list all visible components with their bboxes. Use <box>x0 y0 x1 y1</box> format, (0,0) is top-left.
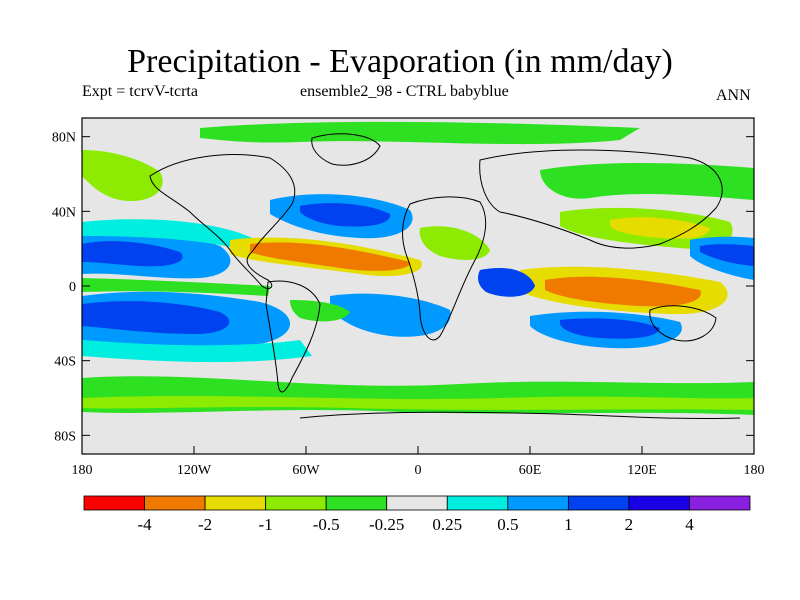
longitude-axis: 180 120W 60W 0 60E 120E 180 <box>72 446 765 478</box>
colorbar-swatch <box>83 495 145 511</box>
colorbar: -4 -2 -1 -0.5 -0.25 0.25 0.5 1 2 4 <box>83 495 751 534</box>
colorbar-swatch <box>325 495 388 511</box>
lon-tick-label: 120E <box>627 463 657 478</box>
lat-tick-label: 80S <box>54 429 76 444</box>
chart-title: Precipitation - Evaporation (in mm/day) <box>127 43 673 80</box>
lat-tick-label: 80N <box>52 131 76 146</box>
lon-tick-label: 60W <box>292 463 320 478</box>
coast-south-america <box>265 280 321 393</box>
latitude-axis: 80N 40N 0 40S 80S <box>52 131 754 444</box>
colorbar-label: 0.5 <box>497 515 518 534</box>
coast-greenland <box>311 133 381 166</box>
map-plot-area <box>82 118 754 454</box>
experiment-label: Expt = tcrvV-tcrta <box>82 83 198 100</box>
colorbar-label: -4 <box>137 515 152 534</box>
colorbar-swatch <box>204 495 267 511</box>
lon-tick-label: 120W <box>177 463 212 478</box>
lon-tick-label: 60E <box>519 463 542 478</box>
colorbar-label: 1 <box>564 515 573 534</box>
season-label: ANN <box>716 87 751 104</box>
colorbar-label: -1 <box>259 515 273 534</box>
colorbar-swatch <box>507 495 569 511</box>
colorbar-swatch <box>446 495 509 511</box>
lon-tick-label: 180 <box>72 463 93 478</box>
coast-australia <box>649 305 717 342</box>
colorbar-label: -0.5 <box>313 515 340 534</box>
colorbar-label: 4 <box>685 515 694 534</box>
coast-eurasia <box>479 149 723 249</box>
colorbar-swatch <box>628 495 690 511</box>
coast-africa <box>402 196 487 341</box>
colorbar-swatch <box>386 495 448 511</box>
lat-tick-label: 40N <box>52 205 76 220</box>
colorbar-swatch <box>144 495 206 511</box>
lat-tick-label: 40S <box>54 355 76 370</box>
field-contours <box>82 121 754 415</box>
colorbar-label: -2 <box>198 515 212 534</box>
colorbar-label: -0.25 <box>369 515 404 534</box>
lon-tick-label: 180 <box>744 463 765 478</box>
coast-antarctica <box>299 411 741 420</box>
colorbar-label: 2 <box>625 515 634 534</box>
colorbar-swatch <box>265 495 327 511</box>
colorbar-swatch <box>567 495 630 511</box>
coastlines <box>149 133 741 420</box>
lat-tick-label: 0 <box>69 280 76 295</box>
lon-tick-label: 0 <box>415 463 422 478</box>
colorbar-swatch <box>689 495 751 511</box>
colorbar-label: 0.25 <box>432 515 462 534</box>
ensemble-label: ensemble2_98 - CTRL babyblue <box>300 83 509 100</box>
coast-north-america <box>149 154 296 289</box>
